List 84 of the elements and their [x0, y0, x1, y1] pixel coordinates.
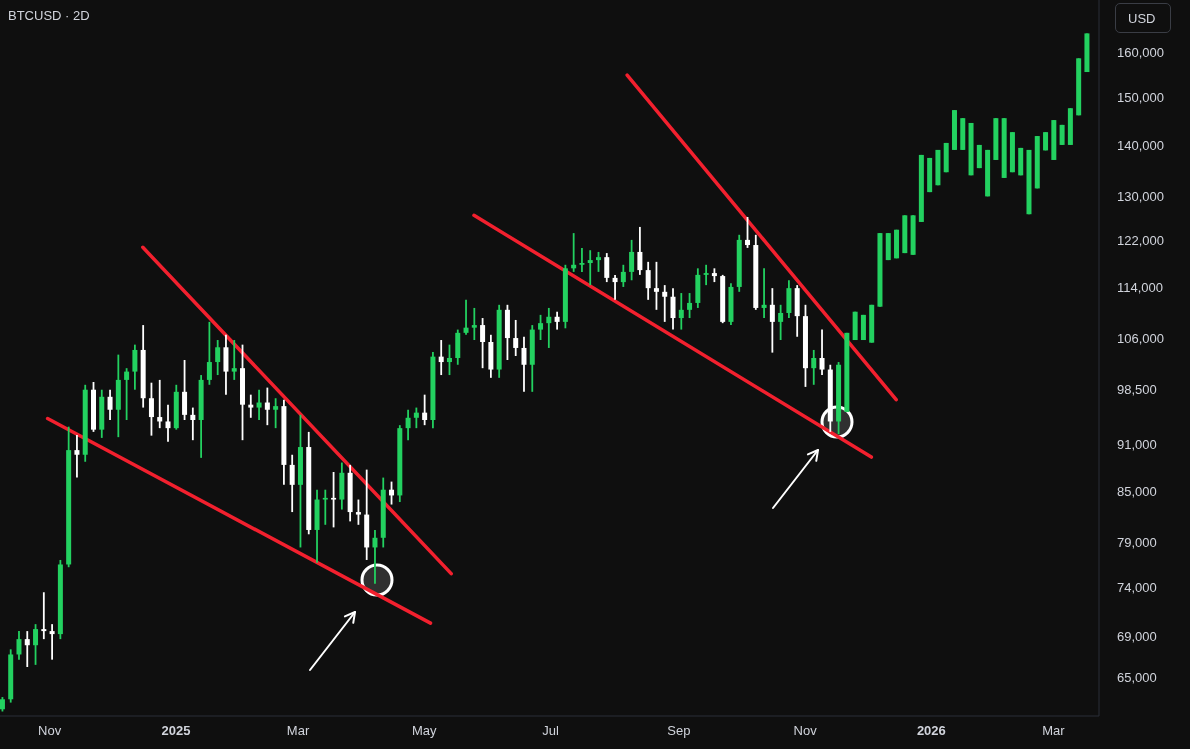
- y-tick-label: 160,000: [1117, 44, 1164, 60]
- candlestick: [521, 335, 527, 393]
- candlestick: [778, 303, 784, 341]
- x-tick-label: Jul: [542, 723, 559, 738]
- candlestick: [819, 328, 825, 376]
- candlestick: [612, 273, 618, 301]
- candlestick: [273, 397, 279, 430]
- candlestick: [331, 471, 337, 529]
- y-tick-label: 79,000: [1117, 534, 1157, 550]
- candlestick: [678, 292, 684, 331]
- candlestick: [157, 379, 163, 430]
- x-tick-label: 2025: [161, 723, 191, 738]
- candlestick: [761, 267, 767, 319]
- candlestick: [513, 319, 519, 357]
- candlestick: [687, 292, 693, 319]
- candlestick: [124, 367, 130, 421]
- candlestick: [289, 453, 295, 513]
- candlestick: [438, 339, 444, 376]
- y-axis-title: USD: [1128, 10, 1156, 26]
- candlestick: [132, 343, 138, 391]
- candlestick: [215, 339, 221, 376]
- candlestick: [322, 488, 328, 526]
- y-tick-label: 98,500: [1117, 381, 1157, 397]
- candlestick: [604, 252, 610, 283]
- candlestick: [662, 284, 668, 323]
- y-tick-label: 122,000: [1117, 233, 1164, 249]
- candlestick: [645, 260, 651, 301]
- candlestick: [446, 343, 452, 376]
- x-tick-label: Mar: [286, 723, 310, 738]
- candlestick: [463, 298, 469, 336]
- candlestick: [248, 393, 254, 419]
- candlestick: [74, 433, 80, 479]
- candlestick: [165, 403, 171, 443]
- y-tick-label: 130,000: [1117, 188, 1164, 204]
- candlestick: [16, 630, 22, 661]
- candlestick: [538, 313, 544, 341]
- candlestick: [41, 591, 47, 641]
- candlestick: [596, 251, 601, 273]
- candlestick: [355, 498, 361, 526]
- y-tick-label: 140,000: [1117, 137, 1164, 153]
- candlestick: [49, 623, 55, 661]
- y-tick-label: 150,000: [1117, 89, 1164, 105]
- y-tick-label: 74,000: [1117, 580, 1157, 596]
- candlestick: [637, 226, 643, 276]
- candlestick: [405, 408, 411, 442]
- x-tick-label: Nov: [38, 723, 62, 738]
- candlestick: [546, 307, 552, 349]
- y-tick-label: 69,000: [1117, 628, 1157, 644]
- y-tick-label: 85,000: [1117, 483, 1157, 499]
- candlestick: [422, 393, 428, 427]
- candlestick: [670, 287, 676, 331]
- candlestick: [24, 630, 30, 668]
- y-tick-label: 106,000: [1117, 330, 1164, 346]
- x-tick-label: 2026: [916, 723, 946, 738]
- candlestick: [256, 388, 262, 421]
- candlestick: [182, 359, 188, 421]
- candlestick: [811, 349, 817, 386]
- candlestick: [480, 317, 486, 370]
- x-tick-label: Mar: [1042, 723, 1066, 738]
- candlestick: [107, 388, 113, 421]
- y-tick-label: 65,000: [1117, 670, 1157, 686]
- candlestick: [620, 263, 626, 288]
- candlestick: [413, 406, 419, 430]
- candlestick: [231, 339, 237, 381]
- y-tick-label: 114,000: [1117, 280, 1164, 296]
- text: BTCUSD · 2D: [8, 8, 90, 24]
- candlestick: [190, 406, 196, 442]
- candlestick: [372, 529, 378, 585]
- candlestick: [629, 239, 635, 282]
- candlestick: [703, 263, 709, 287]
- candlestick: [579, 247, 585, 273]
- candlestick: [471, 307, 477, 341]
- candlestick: [587, 249, 593, 287]
- candlestick: [33, 623, 39, 666]
- candlestick: [769, 287, 775, 354]
- y-tick-label: 91,000: [1117, 436, 1157, 452]
- candlestick: [206, 320, 212, 386]
- candlestick: [148, 381, 154, 437]
- candlestick: [745, 216, 751, 249]
- x-tick-label: May: [412, 723, 438, 738]
- x-tick-label: Sep: [667, 723, 691, 738]
- candlestick: [653, 260, 659, 311]
- candlestick: [264, 386, 270, 427]
- x-tick-label: Nov: [793, 723, 818, 738]
